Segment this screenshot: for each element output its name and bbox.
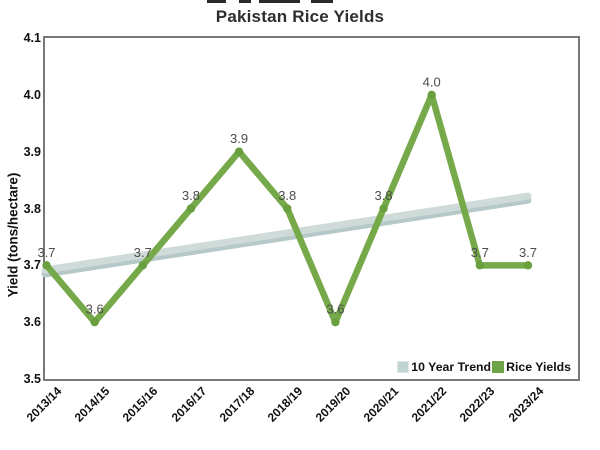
data-point-marker: [475, 261, 485, 270]
legend: 10 Year Trend Rice Yields: [397, 360, 572, 374]
data-label: 4.0: [423, 74, 441, 89]
data-point-marker: [331, 317, 340, 327]
data-label: 3.8: [182, 188, 200, 203]
data-point-marker: [427, 90, 436, 100]
legend-swatch-rice: [492, 361, 505, 373]
data-label: 3.7: [37, 245, 55, 260]
data-label: 3.8: [278, 188, 296, 203]
data-point-marker: [42, 261, 51, 270]
data-label: 3.7: [519, 245, 537, 260]
data-point-marker: [379, 204, 388, 213]
y-tick-label: 3.7: [23, 258, 41, 273]
plot-area: 3.7 3.6 3.7 3.8 3.9 3.8 3.6 3.8 4.0 3.7 3.7 10 Yea…: [37, 36, 580, 381]
y-tick-label: 3.5: [23, 372, 41, 386]
data-label: 3.6: [326, 302, 344, 317]
data-label: 3.8: [375, 188, 393, 203]
data-label: 3.6: [86, 302, 104, 317]
data-point-marker: [283, 204, 292, 213]
trend-line: [41, 192, 532, 274]
data-label: 3.7: [471, 245, 489, 260]
y-tick-label: 3.9: [23, 144, 41, 159]
y-tick-label: 4.0: [23, 87, 41, 102]
trend-line-shadow: [41, 196, 532, 278]
chart-title: Pakistan Rice Yields: [215, 7, 385, 26]
chart-canvas: 3.7 3.6 3.7 3.8 3.9 3.8 3.6 3.8 4.0 3.7 3.7: [37, 74, 537, 327]
data-point-marker: [186, 204, 196, 213]
data-point-marker: [90, 317, 99, 327]
legend-label-rice: Rice Yields: [506, 360, 571, 374]
y-tick-label: 3.6: [23, 315, 41, 330]
legend-swatch-trend: [397, 361, 410, 373]
y-tick-label: 3.8: [23, 201, 41, 216]
data-label: 3.9: [230, 131, 248, 146]
data-point-marker: [523, 261, 533, 270]
data-point-marker: [138, 261, 147, 270]
legend-label-trend: 10 Year Trend: [411, 360, 492, 374]
y-axis-title: Yield (tons/hectare): [5, 172, 21, 298]
data-point-marker: [234, 147, 244, 156]
data-label: 3.7: [134, 245, 152, 260]
y-tick-label: 4.1: [23, 31, 41, 45]
